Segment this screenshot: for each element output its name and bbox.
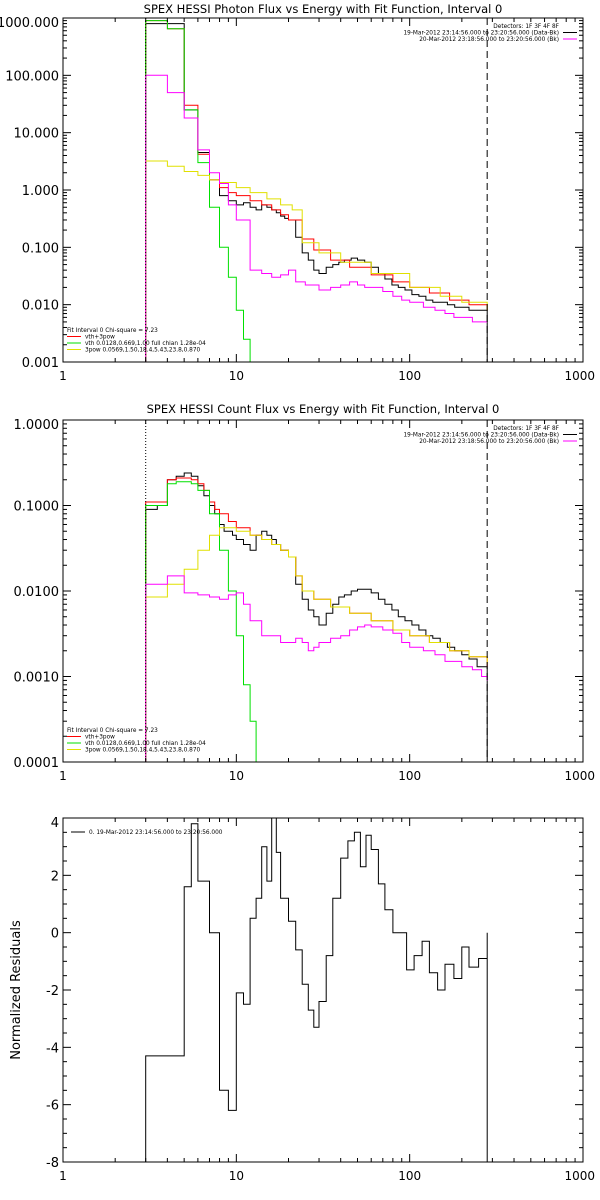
background-histogram — [145, 575, 488, 762]
fit-legend-entry: vth 0.0128,0.669,1.00 full chian 1.28e-0… — [85, 741, 206, 747]
x-tick-label: 1000 — [564, 1169, 595, 1183]
y-tick-label: -2 — [46, 984, 59, 999]
residuals-panel: 1 10 100 1000 -8 -6 -4 -2 0 2 4 Normalized Residual… — [9, 816, 595, 1183]
chart-title: SPEX HESSI Photon Flux vs Energy with Fi… — [144, 2, 503, 16]
y-tick-label: 0 — [51, 927, 59, 942]
x-tick-label: 1000 — [564, 369, 595, 383]
x-tick-label: 10 — [229, 769, 244, 783]
count-flux-panel: SPEX HESSI Count Flux vs Energy with Fit… — [14, 402, 596, 783]
total-fit-histogram — [145, 20, 488, 362]
data-bk-histogram — [145, 472, 488, 762]
x-tick-label: 1 — [59, 769, 67, 783]
background-histogram — [145, 74, 488, 362]
y-tick-label: 0.1000 — [14, 500, 60, 515]
y-tick-label: 0.0010 — [14, 671, 60, 686]
detectors-label: Detectors: 1F 3F 4F 8F — [493, 426, 559, 432]
residuals-histogram — [145, 818, 488, 1162]
chart-title: SPEX HESSI Count Flux vs Energy with Fit… — [147, 402, 500, 416]
y-tick-label: 1000.000 — [0, 16, 59, 31]
y-tick-label: 0.010 — [22, 299, 59, 314]
x-tick-label: 100 — [398, 769, 421, 783]
y-tick-label: 0.100 — [22, 241, 59, 256]
time-interval-label: 20-Mar-2012 23:18:56.000 to 23:20:56.000… — [419, 37, 559, 43]
x-tick-label: 10 — [229, 1169, 244, 1183]
y-tick-label: 2 — [51, 869, 59, 884]
x-tick-label: 1000 — [564, 769, 595, 783]
x-tick-label: 100 — [398, 369, 421, 383]
y-tick-label: 1.000 — [22, 184, 59, 199]
fit-legend-entry: vth 0.0128,0.669,1.00 full chian 1.28e-0… — [85, 341, 206, 347]
y-tick-label: 10.000 — [14, 127, 60, 142]
fit-legend-entry: 3pow 0.0569,1.50,18.4,5.43,23.8,0.870 — [85, 348, 201, 354]
x-tick-label: 1 — [59, 369, 67, 383]
y-tick-label: 4 — [51, 816, 59, 831]
pow-fit-histogram — [145, 160, 488, 362]
y-tick-label: 100.000 — [5, 69, 59, 84]
pow-fit-histogram — [145, 527, 488, 762]
detectors-label: Detectors: 1F 3F 4F 8F — [493, 24, 559, 30]
y-tick-label: 1.0000 — [14, 418, 60, 433]
photon-flux-panel: SPEX HESSI Photon Flux vs Energy with Fi… — [0, 2, 595, 383]
x-tick-label: 1 — [59, 1169, 67, 1183]
time-interval-label: 19-Mar-2012 23:14:56.000 to 23:20:56.000… — [403, 31, 559, 37]
y-tick-label: 0.0001 — [14, 756, 60, 771]
residual-legend-entry: 0. 19-Mar-2012 23:14:56.000 to 23:20:56.… — [89, 830, 223, 836]
x-tick-label: 10 — [229, 369, 244, 383]
y-tick-label: -8 — [46, 1156, 59, 1171]
vth-fit-histogram — [145, 20, 251, 362]
plot-frame — [62, 817, 584, 1163]
y-tick-label: -6 — [46, 1099, 59, 1114]
time-interval-label: 20-Mar-2012 23:18:56.000 to 23:20:56.000… — [419, 439, 559, 445]
fit-legend-entry: vth+3pow — [85, 335, 115, 341]
data-bk-histogram — [145, 23, 488, 362]
plot-frame — [62, 419, 584, 763]
total-fit-histogram — [145, 477, 488, 762]
time-interval-label: 19-Mar-2012 23:14:56.000 to 23:20:56.000… — [403, 433, 559, 439]
plot-frame — [62, 17, 584, 363]
x-tick-label: 100 — [398, 1169, 421, 1183]
fit-legend-title: Fit Interval 0 Chi-square = 7.23 — [67, 728, 158, 734]
fit-legend-title: Fit Interval 0 Chi-square = 7.23 — [67, 328, 158, 334]
y-axis-label: Normalized Residuals — [9, 920, 24, 1060]
y-tick-label: -4 — [46, 1041, 59, 1056]
vth-fit-histogram — [145, 481, 257, 762]
fit-legend-entry: vth+3pow — [85, 735, 115, 741]
y-tick-label: 0.0100 — [14, 585, 60, 600]
fit-legend-entry: 3pow 0.0569,1.50,18.4,5.43,23.8,0.870 — [85, 748, 201, 754]
y-tick-label: 0.001 — [22, 356, 59, 371]
